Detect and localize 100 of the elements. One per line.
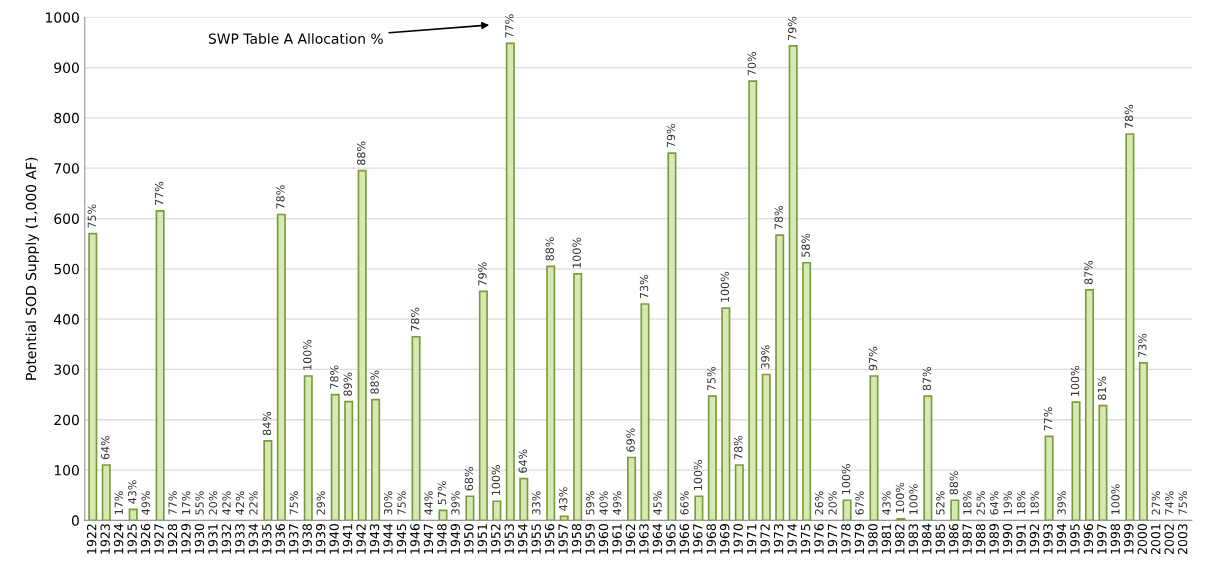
- x-tick-label: 1988: [975, 524, 986, 554]
- annotation: 30%: [383, 491, 393, 515]
- x-tick-label: 1999: [1124, 524, 1134, 554]
- annotation: 77%: [168, 491, 177, 515]
- annotation: 81%: [1097, 376, 1107, 400]
- y-tick-label: 700: [54, 163, 79, 174]
- bar: [1125, 133, 1135, 521]
- annotation: 100%: [895, 482, 905, 513]
- x-tick-label: 1987: [962, 524, 972, 554]
- x-tick-label: 2000: [1137, 523, 1147, 555]
- annotation: 100%: [841, 464, 851, 494]
- x-tick-label: 1937: [288, 524, 299, 554]
- bar: [276, 213, 286, 521]
- bar: [478, 290, 488, 521]
- x-tick-label: 1974: [787, 523, 797, 554]
- x-tick-label: 1943: [369, 524, 380, 554]
- bar: [357, 169, 367, 521]
- annotation: 64%: [101, 435, 110, 460]
- annotation: 88%: [356, 141, 366, 165]
- x-tick-label: 1948: [437, 524, 447, 554]
- x-tick-label: 1922: [86, 524, 97, 554]
- annotation: 100%: [491, 465, 501, 495]
- x-tick-label: 1946: [410, 523, 420, 554]
- x-tick-label: 1926: [140, 523, 151, 554]
- x-tick-label: 1942: [356, 524, 366, 554]
- x-tick-label: 1925: [127, 524, 137, 554]
- x-tick-label: 1991: [1016, 524, 1026, 554]
- bar: [101, 464, 111, 521]
- x-tick-label: 1930: [194, 523, 205, 554]
- x-tick-label: 1938: [302, 524, 312, 554]
- x-tick-label: 1962: [625, 524, 636, 554]
- annotation: 26%: [814, 491, 824, 515]
- x-tick-label: 1971: [746, 524, 757, 554]
- annotation: 52%: [936, 491, 945, 515]
- x-tick-label: 1984: [922, 523, 932, 554]
- x-tick-label: 1985: [935, 524, 945, 554]
- annotation: 57%: [437, 481, 447, 505]
- annotation: 49%: [141, 491, 150, 515]
- annotation: 78%: [410, 307, 420, 331]
- x-tick-label: 1957: [558, 524, 568, 554]
- bar: [667, 152, 677, 521]
- x-tick-label: 1978: [841, 524, 851, 554]
- bar: [707, 395, 717, 521]
- x-tick-label: 2003: [1177, 524, 1188, 555]
- annotation: 66%: [680, 491, 689, 515]
- x-tick-label: 1939: [315, 524, 326, 554]
- x-tick-label: 1960: [598, 523, 609, 554]
- annotation: 74%: [1165, 491, 1174, 515]
- bar: [640, 303, 650, 521]
- annotation: 75%: [1178, 491, 1187, 515]
- annotation: 18%: [1030, 491, 1039, 515]
- y-tick-label: 300: [54, 364, 79, 375]
- annotation: 100%: [303, 339, 312, 370]
- bar: [128, 508, 138, 521]
- bar: [802, 261, 812, 521]
- annotation: 45%: [653, 491, 662, 515]
- annotation: 39%: [761, 345, 770, 369]
- annotation: 44%: [424, 491, 433, 515]
- bar: [438, 509, 448, 521]
- annotation: SWP Table A Allocation %: [208, 33, 383, 44]
- annotation: 88%: [370, 370, 379, 394]
- x-tick-label: 1970: [733, 523, 743, 554]
- bar: [465, 495, 475, 521]
- x-tick-label: 1940: [329, 523, 339, 554]
- bar: [721, 307, 731, 521]
- annotation: 77%: [154, 181, 164, 206]
- bar: [344, 400, 354, 521]
- bar: [88, 232, 98, 521]
- x-tick-label: 1923: [100, 524, 110, 554]
- bar: [734, 464, 744, 521]
- annotation: 64%: [990, 491, 999, 515]
- x-tick-label: 1973: [773, 524, 784, 554]
- annotation: 100%: [909, 484, 918, 515]
- bar: [519, 477, 529, 521]
- x-tick-label: 1941: [342, 524, 353, 554]
- annotation: 58%: [801, 233, 810, 257]
- x-tick-label: 1936: [275, 523, 285, 554]
- bar: [627, 456, 637, 521]
- annotation: 68%: [464, 467, 474, 491]
- annotation: 39%: [1057, 491, 1066, 515]
- bar: [155, 210, 165, 521]
- x-tick-label: 1950: [464, 523, 474, 554]
- x-tick-label: 1990: [1002, 523, 1013, 554]
- annotation: 79%: [787, 16, 797, 40]
- x-tick-label: 1944: [383, 523, 393, 554]
- annotation: 42%: [235, 491, 245, 515]
- x-tick-label: 1975: [800, 524, 811, 554]
- bar: [411, 335, 421, 521]
- annotation: 69%: [626, 428, 635, 452]
- x-tick-label: 1928: [167, 524, 178, 554]
- annotation: 17%: [114, 491, 123, 515]
- bar: [869, 375, 879, 521]
- y-tick-label: 400: [54, 314, 79, 325]
- bar: [1071, 401, 1081, 521]
- annotation: 100%: [693, 460, 703, 490]
- annotation: 75%: [397, 491, 406, 515]
- x-tick-label: 1977: [827, 524, 838, 554]
- annotation: 67%: [855, 491, 864, 515]
- annotation: 78%: [330, 365, 339, 389]
- x-tick-label: 1945: [396, 524, 407, 554]
